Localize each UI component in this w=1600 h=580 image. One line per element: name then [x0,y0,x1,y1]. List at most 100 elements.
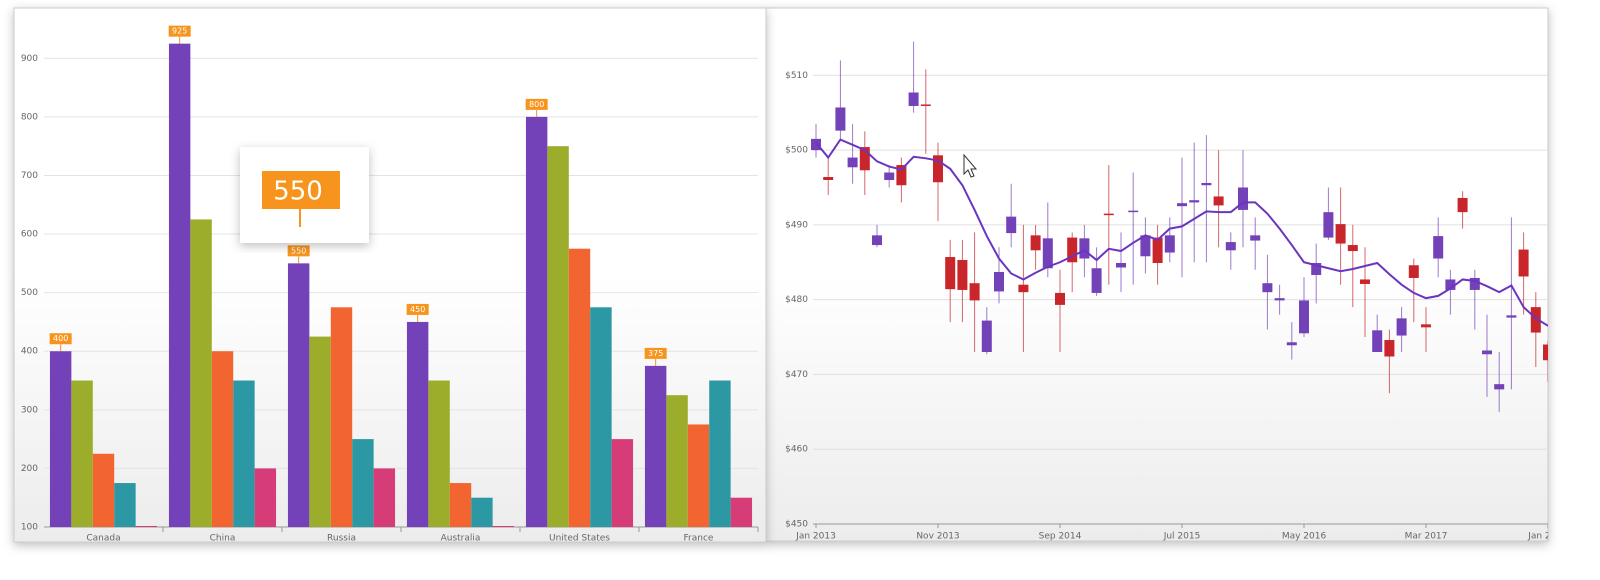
value-label-box [168,25,191,37]
candle-body [1530,307,1541,333]
candle-body [1164,235,1175,253]
bar [49,351,72,527]
bar [114,483,136,527]
bar [525,116,548,527]
candle-body [920,104,931,106]
y-tick-label: 900 [21,54,38,64]
candle-body [1030,235,1041,251]
value-label: 450 [410,305,425,314]
x-tick-label: Nov 2013 [916,532,959,542]
bar [309,336,331,527]
candle-body [811,138,821,151]
value-label-pin [417,314,419,322]
candle-body [1274,298,1285,301]
candle-body [823,177,834,180]
bar [373,468,396,527]
value-label: 400 [53,334,68,343]
y-tick-label: 700 [21,171,38,181]
candle-body [957,260,968,290]
candle-body [1055,292,1065,305]
y-tick-label: $490 [785,220,808,230]
candle-body [896,165,907,186]
value-label-box [525,98,548,110]
candle-body [847,157,858,168]
bar [92,453,115,527]
y-tick-label: $450 [785,520,808,530]
candle-body [1201,182,1212,186]
x-tick-label: Jan 2018 [1527,532,1568,542]
candle-body [1433,236,1444,259]
x-tick-label: Mar 2017 [1405,532,1448,542]
bar [428,380,450,527]
candle-body [1506,315,1517,318]
value-label: 375 [648,349,663,358]
candle-body [1396,318,1407,336]
candle-body [1360,279,1370,284]
value-label-pin [536,109,538,117]
value-label: 550 [291,246,306,255]
x-tick-label: Jul 2015 [1163,532,1201,542]
y-tick-label: 800 [21,112,38,122]
candle-body [1006,216,1017,234]
bar [254,468,277,527]
candle-body [1494,384,1505,390]
bar [709,380,731,527]
candle-body [1457,197,1468,213]
y-tick-label: $470 [785,370,808,380]
candle-body [1384,340,1395,357]
candle-body [945,257,956,290]
candle-body [1213,196,1224,206]
candle-body [1347,245,1358,252]
candle-body [872,235,882,246]
candle-body [1482,350,1492,355]
x-tick-label: United States [549,534,610,544]
candle-body [994,271,1004,292]
candle-body [1152,237,1163,264]
bar [168,43,191,527]
candle-body [1018,284,1029,293]
candle-body [1335,224,1346,244]
x-tick-label: Sep 2014 [1039,532,1082,542]
bar [687,424,710,527]
value-label-box [406,303,429,315]
candle-body [1299,300,1309,334]
x-tick-label: Canada [86,534,120,544]
candle-body [1128,210,1139,213]
candle-body [1543,344,1548,361]
candle-body [859,147,870,171]
value-label-pin [60,344,62,352]
candle-body [981,320,992,352]
bar [590,307,612,527]
value-label: 925 [172,27,187,36]
candle-body [1103,213,1114,216]
bar [730,497,753,527]
y-tick-label: 100 [21,523,38,533]
candle-body [1408,265,1419,278]
y-tick-label: 600 [21,230,38,240]
bar [406,321,429,527]
bar [666,395,688,527]
bar [471,497,493,527]
candle-body [1421,324,1431,328]
candle-body [1372,330,1383,352]
left-panel [13,7,767,543]
value-label-pin [298,256,300,264]
value-label: 800 [529,100,544,109]
candle-body [1042,238,1053,269]
bar [492,526,515,527]
candle-body [1116,263,1126,268]
tooltip-value: 550 [273,177,323,207]
value-label-box [644,347,667,359]
candle-body [1518,249,1529,277]
x-tick-label: May 2016 [1282,532,1327,542]
value-label-box [287,245,310,257]
y-tick-label: $460 [785,445,808,455]
bar [233,380,255,527]
y-tick-label: 200 [21,464,38,474]
y-tick-label: 300 [21,405,38,415]
x-tick-label: Jan 2013 [795,532,836,542]
candle-body [1262,283,1273,293]
bar [611,439,634,527]
bar [330,307,353,527]
